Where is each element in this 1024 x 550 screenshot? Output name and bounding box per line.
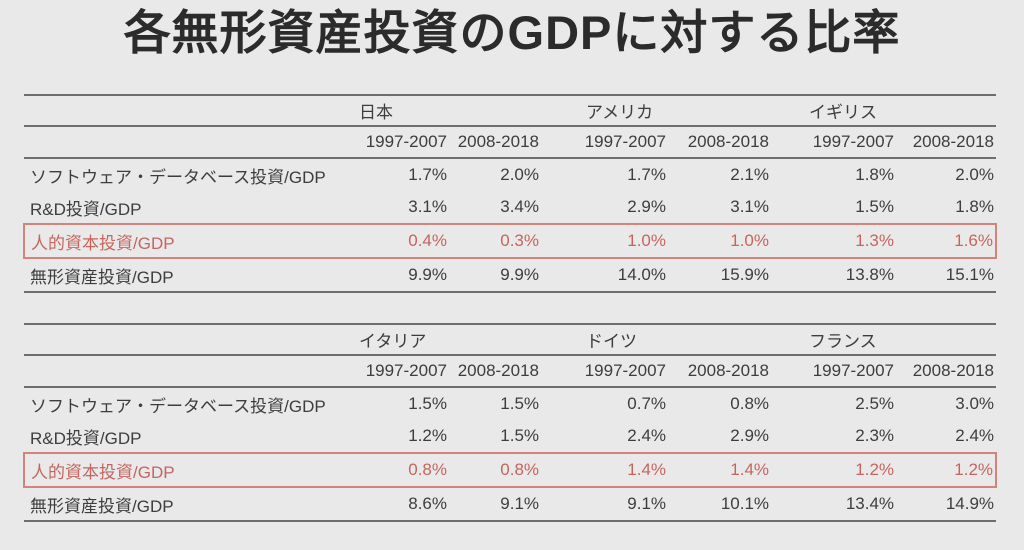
value-cell: 1.7%	[408, 165, 447, 185]
value-cell: 0.4%	[359, 223, 449, 260]
country-header-row: 日本 アメリカ イギリス	[24, 95, 996, 128]
value-cell: 1.3%	[771, 223, 896, 260]
value-cell: 2.0%	[955, 165, 994, 185]
row-human-capital-highlighted: 人的資本投資/GDP 0.8% 0.8% 1.4% 1.4% 1.2% 1.2%	[23, 452, 998, 489]
value-cell: 10.1%	[720, 494, 770, 514]
value-cell: 14.0%	[617, 265, 666, 285]
empty-corner-cell	[24, 324, 359, 357]
period-header: 1997-2007	[359, 355, 449, 389]
period-header: 2008-2018	[668, 126, 771, 160]
intangible-investment-table-2: イタリア ドイツ フランス 1997-2007 2008-2018 1997-2…	[23, 323, 998, 523]
empty-corner-cell	[24, 126, 359, 160]
value-cell: 3.1%	[408, 197, 447, 217]
row-software-database: ソフトウェア・データベース投資/GDP 1.5% 1.5% 0.7% 0.8% …	[24, 387, 996, 420]
value-cell: 3.0%	[955, 394, 995, 414]
value-cell: 2.4%	[955, 426, 995, 446]
value-cell: 13.8%	[845, 265, 894, 285]
value-cell: 9.1%	[500, 494, 540, 514]
empty-corner-cell	[24, 355, 359, 389]
row-label: ソフトウェア・データベース投資/GDP	[30, 396, 326, 416]
value-cell: 2.1%	[730, 165, 769, 185]
row-label: 人的資本投資/GDP	[23, 223, 359, 260]
value-cell: 15.1%	[945, 265, 994, 285]
row-label: R&D投資/GDP	[30, 428, 142, 448]
country-france: フランス	[771, 324, 997, 357]
country-uk: イギリス	[771, 95, 996, 128]
row-label: 人的資本投資/GDP	[23, 452, 359, 489]
country-italy: イタリア	[359, 324, 542, 357]
row-rd-investment: R&D投資/GDP 3.1% 3.4% 2.9% 3.1% 1.5% 1.8%	[24, 191, 996, 224]
value-cell: 0.7%	[627, 394, 667, 414]
row-intangible-total: 無形資産投資/GDP 8.6% 9.1% 9.1% 10.1% 13.4% 14…	[24, 487, 996, 521]
value-cell: 1.0%	[541, 223, 668, 260]
country-japan: 日本	[359, 95, 541, 128]
country-header-row: イタリア ドイツ フランス	[24, 324, 997, 357]
value-cell: 2.4%	[627, 426, 667, 446]
country-usa: アメリカ	[541, 95, 771, 128]
period-header: 2008-2018	[449, 355, 542, 389]
value-cell: 2.9%	[627, 197, 666, 217]
period-header: 1997-2007	[541, 355, 669, 389]
row-label: ソフトウェア・データベース投資/GDP	[30, 167, 326, 187]
value-cell: 1.0%	[668, 223, 771, 260]
period-header: 1997-2007	[359, 126, 449, 160]
slide-title: 各無形資産投資のGDPに対する比率	[123, 6, 901, 59]
value-cell: 3.4%	[500, 197, 539, 217]
value-cell: 2.0%	[500, 165, 539, 185]
value-cell: 1.4%	[668, 452, 772, 489]
row-human-capital-highlighted: 人的資本投資/GDP 0.4% 0.3% 1.0% 1.0% 1.3% 1.6%	[23, 223, 997, 260]
period-header: 1997-2007	[771, 355, 897, 389]
period-header: 2008-2018	[896, 126, 996, 160]
value-cell: 14.9%	[945, 494, 995, 514]
empty-corner-cell	[24, 95, 359, 128]
value-cell: 1.8%	[955, 197, 994, 217]
value-cell: 2.5%	[855, 394, 895, 414]
period-header: 2008-2018	[896, 355, 997, 389]
row-software-database: ソフトウェア・データベース投資/GDP 1.7% 2.0% 1.7% 2.1% …	[24, 158, 996, 191]
data-source-note: データの出所）JIP2021データベース, EUKLEMS & INTANPro…	[30, 546, 1024, 550]
value-cell: 15.9%	[720, 265, 769, 285]
value-cell: 1.5%	[500, 394, 540, 414]
row-rd-investment: R&D投資/GDP 1.2% 1.5% 2.4% 2.9% 2.3% 2.4%	[24, 420, 996, 453]
value-cell: 9.1%	[627, 494, 667, 514]
value-cell: 8.6%	[408, 494, 447, 514]
value-cell: 1.7%	[627, 165, 666, 185]
period-header: 2008-2018	[449, 126, 541, 160]
value-cell: 9.9%	[500, 265, 539, 285]
period-header-row: 1997-2007 2008-2018 1997-2007 2008-2018 …	[24, 355, 997, 389]
intangible-investment-table-1: 日本 アメリカ イギリス 1997-2007 2008-2018 1997-20…	[23, 94, 997, 294]
value-cell: 1.5%	[408, 394, 447, 414]
row-intangible-total: 無形資産投資/GDP 9.9% 9.9% 14.0% 15.9% 13.8% 1…	[24, 258, 996, 292]
value-cell: 0.8%	[449, 452, 542, 489]
value-cell: 1.5%	[500, 426, 540, 446]
period-header-row: 1997-2007 2008-2018 1997-2007 2008-2018 …	[24, 126, 996, 160]
value-cell: 1.2%	[896, 452, 998, 489]
value-cell: 3.1%	[730, 197, 769, 217]
value-cell: 13.4%	[845, 494, 895, 514]
period-header: 2008-2018	[668, 355, 772, 389]
country-germany: ドイツ	[541, 324, 772, 357]
period-header: 1997-2007	[541, 126, 668, 160]
row-label: 無形資産投資/GDP	[30, 267, 174, 287]
value-cell: 0.8%	[730, 394, 770, 414]
value-cell: 0.3%	[449, 223, 541, 260]
value-cell: 1.4%	[541, 452, 669, 489]
value-cell: 2.3%	[855, 426, 895, 446]
row-label: R&D投資/GDP	[30, 199, 142, 219]
period-header: 1997-2007	[771, 126, 896, 160]
value-cell: 1.6%	[896, 223, 997, 260]
value-cell: 1.2%	[408, 426, 447, 446]
row-label: 無形資産投資/GDP	[30, 496, 174, 516]
value-cell: 0.8%	[359, 452, 449, 489]
value-cell: 2.9%	[730, 426, 770, 446]
value-cell: 1.2%	[771, 452, 897, 489]
value-cell: 1.8%	[855, 165, 894, 185]
value-cell: 9.9%	[408, 265, 447, 285]
value-cell: 1.5%	[855, 197, 894, 217]
